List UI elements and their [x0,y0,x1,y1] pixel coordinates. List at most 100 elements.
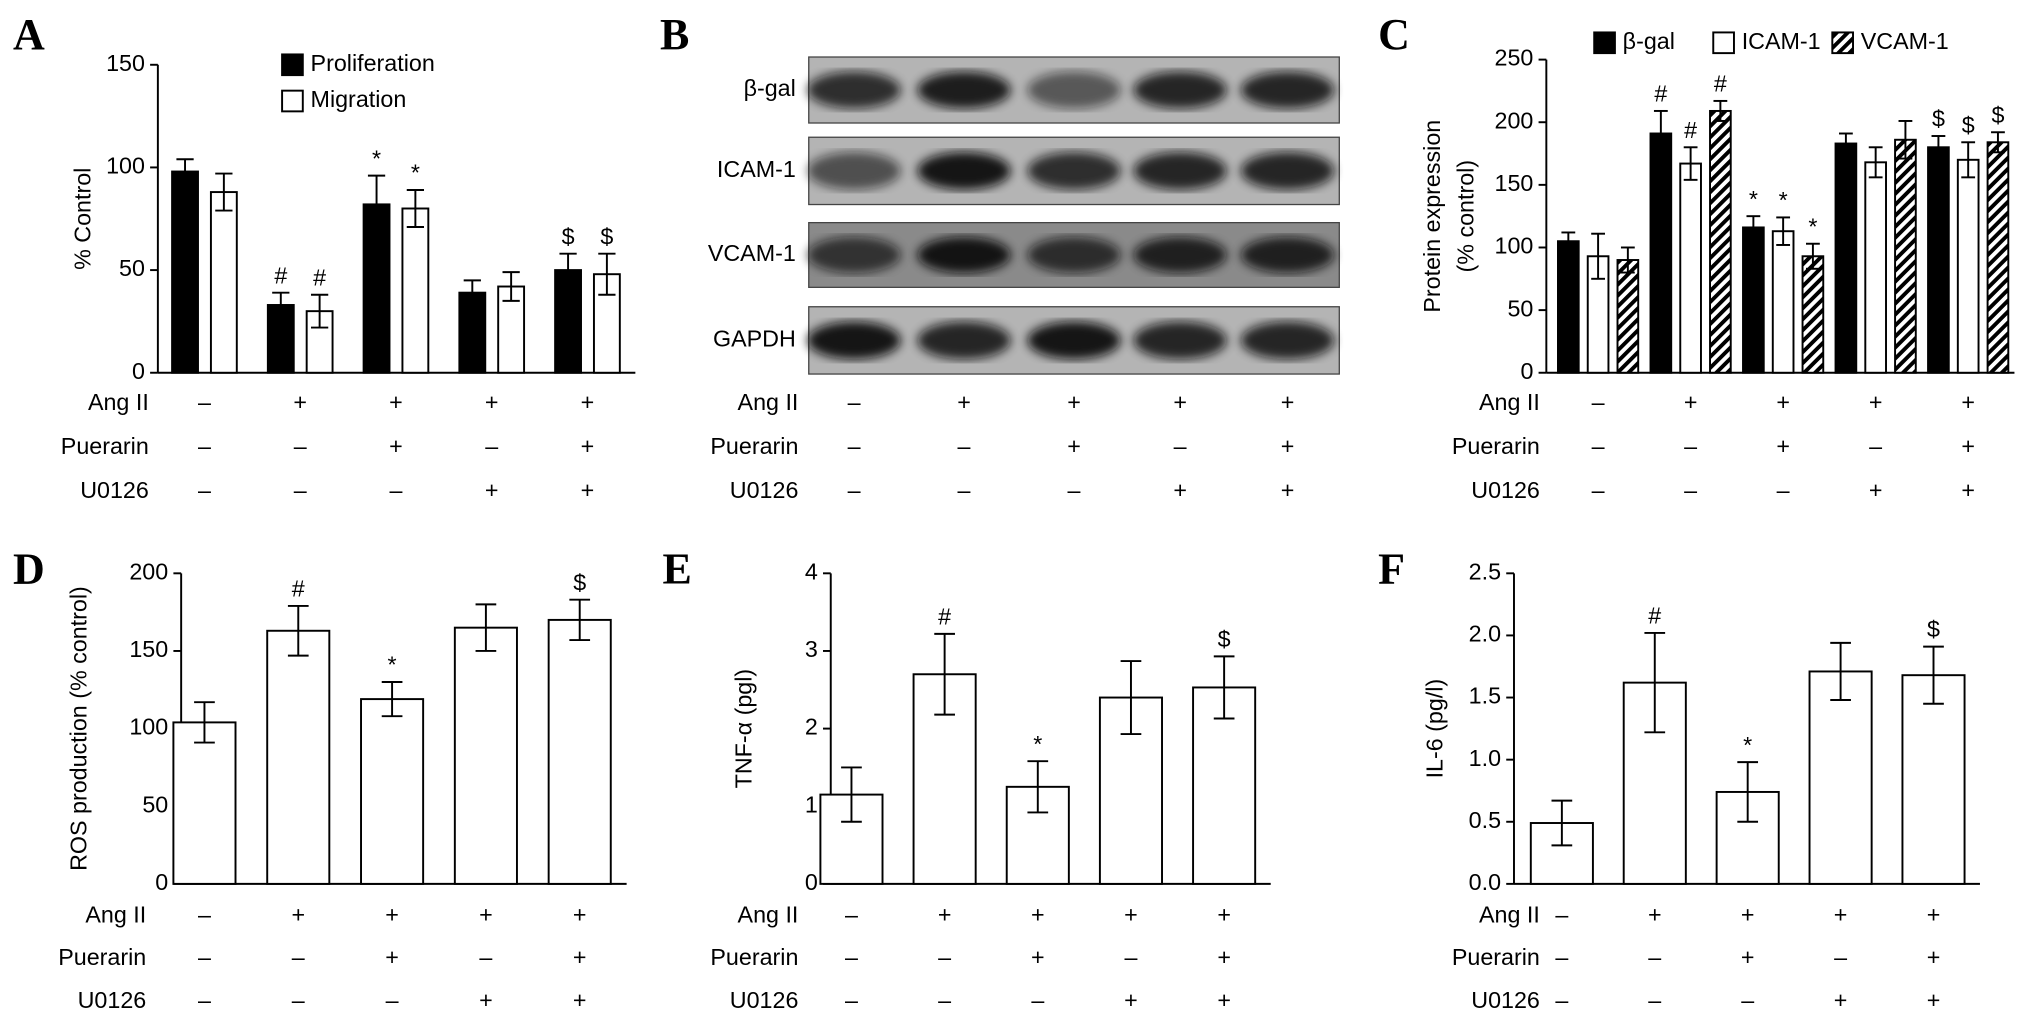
condition-sign: + [581,477,595,503]
condition-sign: – [1174,433,1187,459]
blot-band [1133,152,1227,190]
condition-sign: + [1067,433,1081,459]
y-tick-label: 4 [805,558,818,584]
condition-sign: – [1592,389,1605,415]
y-tick-label: 0 [805,869,818,895]
significance-marker: # [938,604,951,630]
condition-sign: + [1281,477,1295,503]
blot-band [1027,71,1121,109]
condition-sign: + [1031,944,1045,970]
blot-band [1240,321,1335,360]
condition-label: U0126 [78,987,147,1013]
significance-marker: $ [1991,102,2004,128]
condition-sign: + [1173,477,1187,503]
western-blot [807,56,1340,375]
condition-sign: + [1927,944,1941,970]
condition-sign: – [198,901,211,927]
band-label: ICAM-1 [717,156,796,182]
condition-label: Puerarin [710,944,798,970]
condition-sign: + [1217,987,1231,1013]
condition-sign: + [1834,987,1848,1013]
significance-marker: $ [1927,616,1940,642]
condition-sign: + [1684,389,1698,415]
y-axis-label: IL-6 (pg/l) [1422,679,1448,779]
condition-sign: + [573,944,587,970]
legend-label: ICAM-1 [1742,28,1821,54]
panel-label: B [660,10,689,59]
condition-sign: – [848,477,861,503]
y-tick-label: 2.5 [1469,558,1501,584]
significance-marker: $ [1962,112,1975,138]
condition-sign: – [848,389,861,415]
blot-band [1133,321,1227,360]
bar [1801,255,1825,374]
condition-sign: – [958,477,971,503]
condition-sign: + [938,901,952,927]
legend-label: Proliferation [311,50,435,76]
condition-sign: + [1869,477,1883,503]
condition-sign: + [1834,901,1848,927]
band-label: β-gal [744,75,796,101]
condition-sign: – [198,433,211,459]
panel-label: C [1378,10,1410,59]
condition-sign: + [291,901,305,927]
significance-marker: * [1743,732,1752,758]
condition-sign: – [1124,944,1137,970]
legend-label: VCAM-1 [1861,28,1949,54]
blot-band [917,321,1011,360]
y-tick-label: 3 [805,636,818,662]
significance-marker: # [1684,117,1697,143]
y-tick-label: 50 [1507,295,1533,321]
y-tick-label: 150 [129,636,168,662]
condition-sign: – [1777,477,1790,503]
significance-marker: # [274,262,287,288]
condition-sign: + [485,477,499,503]
condition-label: Ang II [1479,901,1540,927]
condition-sign: – [198,389,211,415]
condition-sign: – [479,944,492,970]
condition-sign: + [1927,987,1941,1013]
blot-band [1240,71,1335,109]
bar [1986,141,2010,374]
condition-label: U0126 [1471,987,1540,1013]
condition-sign: + [1961,433,1975,459]
blot-band [1240,152,1335,190]
bar [209,191,238,374]
blot-band [1133,71,1227,109]
condition-sign: + [581,433,595,459]
condition-sign: – [485,433,498,459]
condition-sign: – [1869,433,1882,459]
condition-label: U0126 [730,987,799,1013]
condition-label: Puerarin [58,944,146,970]
condition-sign: – [1555,944,1568,970]
bar [1679,162,1702,374]
bar [1956,158,1980,374]
condition-label: Ang II [738,901,799,927]
significance-marker: # [292,576,305,602]
condition-sign: – [845,901,858,927]
condition-label: Ang II [85,901,146,927]
y-axis-label: Protein expression [1419,120,1445,313]
condition-sign: – [1684,433,1697,459]
condition-sign: + [1281,389,1295,415]
band-label: VCAM-1 [708,240,796,266]
blot-band [917,71,1011,109]
condition-sign: – [845,987,858,1013]
condition-sign: + [479,901,493,927]
panel-label: F [1378,544,1405,593]
condition-sign: – [1555,987,1568,1013]
significance-marker: * [1749,186,1758,212]
bar [1927,146,1950,374]
condition-sign: + [1961,477,1975,503]
condition-sign: – [938,944,951,970]
blot-band [807,152,901,190]
condition-label: Ang II [88,389,149,415]
blot-band [1027,321,1121,360]
condition-sign: + [1961,389,1975,415]
blot-band [1027,152,1121,190]
bar [401,207,430,374]
condition-label: Ang II [738,389,799,415]
condition-sign: – [1648,987,1661,1013]
condition-sign: + [1776,433,1790,459]
y-tick-label: 150 [106,50,145,76]
